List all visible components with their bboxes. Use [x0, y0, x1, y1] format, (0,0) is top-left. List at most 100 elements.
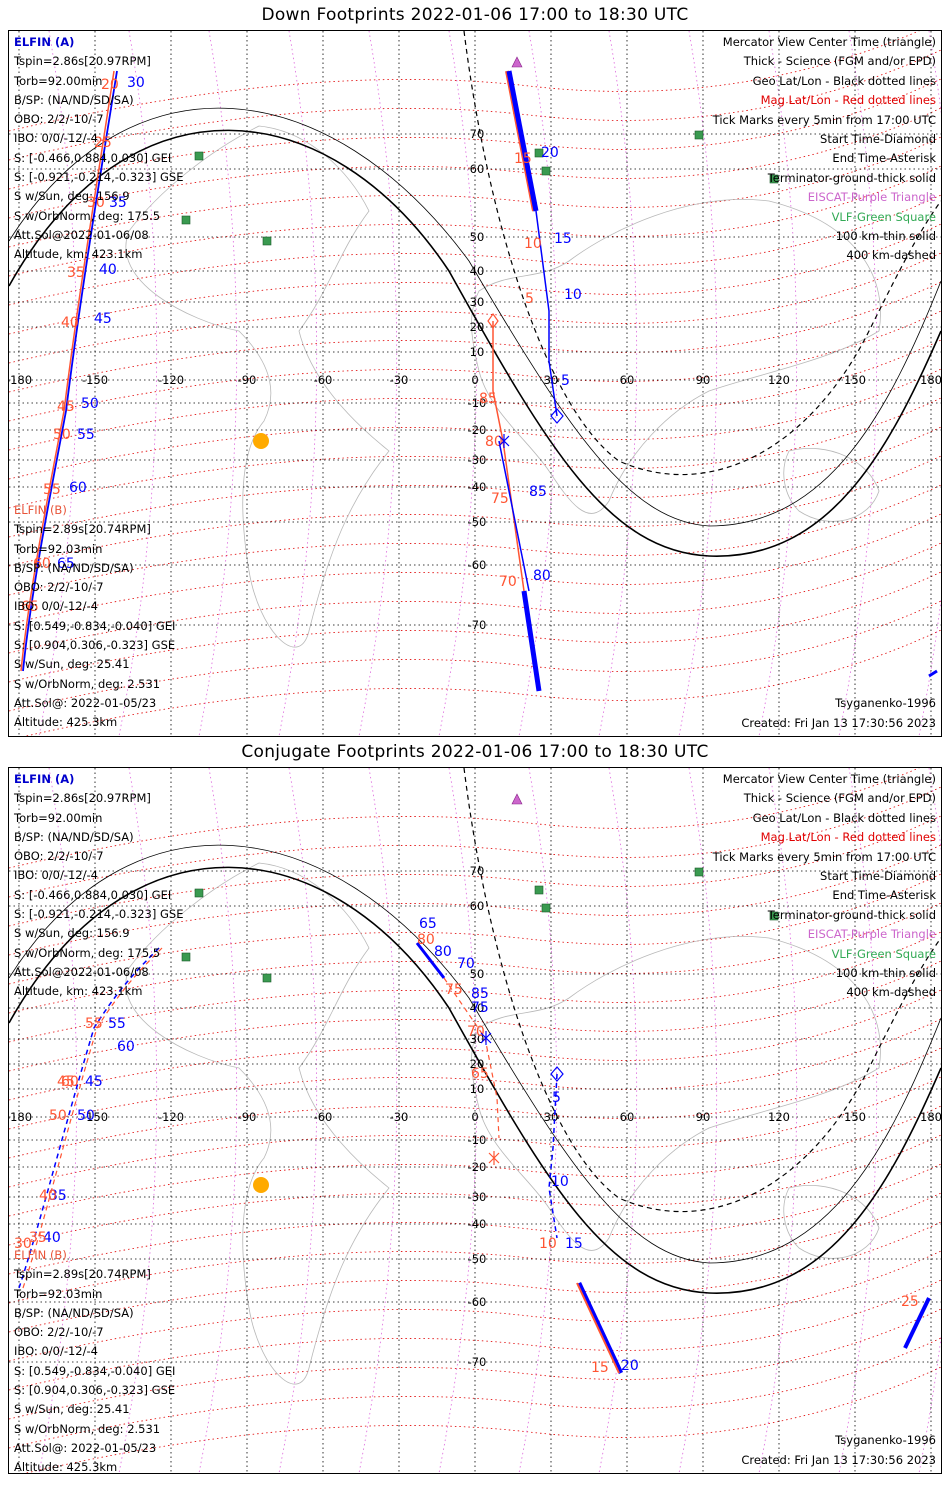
elfin-b-minute-label: 60 [61, 1074, 79, 1090]
info-line: S: [0.904,0.306,-0.323] GSE [14, 1383, 176, 1398]
info-line: Att.Sol@2022-01-06/08 [14, 964, 149, 979]
legend-entry: 400 km-dashed [846, 248, 936, 263]
lat-tick-label: -60 [468, 1295, 487, 1309]
legend-entry: Start Time-Diamond [820, 132, 936, 147]
elfin-a-track [548, 1073, 558, 1239]
info-line: S: [0.549,-0.834,-0.040] GEI [14, 618, 176, 633]
info-line: OBO: 2/2/-10/-7 [14, 580, 104, 595]
lat-tick-label: 50 [470, 967, 485, 981]
info-line: Tspin=2.86s[20.97RPM] [14, 54, 151, 69]
info-line: IBO: 0/0/-12/-4 [14, 1344, 98, 1359]
start-time-diamond-icon [487, 312, 499, 330]
start-time-diamond-icon [550, 408, 564, 424]
elfin-a-minute-label: 45 [94, 311, 112, 327]
info-line: S w/OrbNorm, deg: 175.5 [14, 945, 161, 960]
lat-tick-label: 20 [470, 1057, 485, 1071]
info-line: S w/Sun, deg: 156.9 [14, 926, 130, 941]
info-line: Altitude: 425.3km [14, 715, 118, 730]
elfin-b-minute-label: 65 [21, 599, 39, 615]
elfin-a-minute-label: 50 [81, 396, 99, 412]
info-line: S: [-0.921,-0.214,-0.323] GSE [14, 170, 184, 185]
elfin-b-minute-label: 15 [514, 151, 532, 167]
legend-entry: Mercator View Center Time (triangle) [722, 35, 936, 49]
eiscat-station-icon [511, 56, 523, 68]
info-line: S w/Sun, deg: 156.9 [14, 189, 130, 204]
info-line: IBO: 0/0/-12/-4 [14, 868, 98, 883]
end-time-asterisk-icon [488, 1151, 500, 1165]
info-line: Tspin=2.86s[20.97RPM] [14, 791, 151, 806]
info-line: B/SP: (NA/ND/SD/SA) [14, 1305, 134, 1320]
elfin-a-science-segment [415, 942, 446, 979]
conjugate-footprints-panel: Conjugate Footprints 2022-01-06 17:00 to… [0, 737, 950, 1487]
coastline [783, 448, 880, 522]
info-line: S w/OrbNorm, deg: 2.531 [14, 1421, 161, 1436]
elfin-b-minute-label: 40 [39, 1188, 57, 1204]
vlf-station-icon [262, 236, 272, 246]
terminator-100km-line [9, 844, 941, 1264]
legend-entry: Start Time-Diamond [820, 869, 936, 884]
lon-tick-label: -120 [158, 373, 184, 387]
panel-title: Conjugate Footprints 2022-01-06 17:00 to… [241, 742, 709, 762]
lat-tick-label: 60 [470, 899, 485, 913]
info-line: Att.Sol@: 2022-01-05/23 [14, 1440, 157, 1455]
model-label: Tsyganenko-1996 [835, 696, 936, 711]
elfin-b-minute-label: 30 [87, 195, 105, 211]
elfin-a-minute-label: 60 [117, 1039, 135, 1055]
elfin-a-minute-label: 75 [471, 1000, 489, 1016]
elfin-a-track [18, 947, 160, 1289]
terminator-line [9, 866, 941, 1294]
lon-tick-label: 0 [471, 1110, 478, 1124]
elfin-a-minute-label: 65 [57, 556, 75, 572]
end-time-asterisk-icon [498, 434, 510, 448]
elfin-a-info: ELFIN (A) Tspin=2.86s[20.97RPM] Torb=92.… [14, 33, 183, 265]
legend-entry: Tick Marks every 5min from 17:00 UTC [712, 112, 936, 127]
map-canvas: -180 -150 -120 -90 -60 -30 0 30 60 90 120 150 180 70 6… [9, 31, 941, 736]
mag-lon-line [198, 31, 238, 736]
elfin-a-minute-label: 70 [457, 956, 475, 972]
elfin-b-minute-label: 85 [479, 391, 497, 407]
lat-tick-label: 10 [470, 1082, 485, 1096]
elfin-a-info: ELFIN (A) Tspin=2.86s[20.97RPM] Torb=92.… [14, 770, 183, 1002]
elfin-a-science-segment [521, 590, 542, 692]
lat-tick-label: -10 [468, 1133, 487, 1147]
legend-entry: VLF-Green Square [831, 946, 936, 961]
terminator-100km-line [9, 107, 941, 527]
legend-entry: 100 km-thin solid [835, 966, 936, 981]
info-line: Altitude: 425.3km [14, 1460, 118, 1474]
lon-tick-label: 120 [768, 373, 790, 387]
elfin-b-info: ELFIN (B) Tspin=2.89s[20.74RPM] Torb=92.… [14, 1246, 176, 1474]
sun-icon [253, 1177, 269, 1193]
lon-tick-label: 60 [620, 373, 635, 387]
info-line: IBO: 0/0/-12/-4 [14, 599, 98, 614]
elfin-b-title: ELFIN (B) [14, 1248, 67, 1262]
end-time-asterisk-icon [480, 1031, 492, 1045]
lat-tick-label: 20 [470, 320, 485, 334]
lat-tick-label: -70 [468, 618, 487, 632]
elfin-b-minute-label: 20 [101, 77, 119, 93]
eiscat-station-icon [511, 793, 523, 805]
lat-tick-label: -50 [468, 515, 487, 529]
info-line: Torb=92.03min [14, 541, 103, 556]
info-line: S: [-0.466,0.884,0.030] GEI [14, 887, 172, 902]
vlf-station-icon [769, 911, 779, 921]
lon-tick-label: 90 [696, 373, 711, 387]
legend-entry: 400 km-dashed [846, 985, 936, 1000]
info-line: OBO: 2/2/-10/-7 [14, 1325, 104, 1340]
legend-entry: Terminator-ground-thick solid [767, 170, 936, 185]
elfin-b-minute-label: 70 [499, 574, 517, 590]
lat-tick-label: 70 [470, 127, 485, 141]
info-line: Torb=92.03min [14, 1286, 103, 1301]
lat-tick-label: -40 [468, 480, 487, 494]
info-line: S: [0.904,0.306,-0.323] GSE [14, 638, 176, 653]
lon-tick-label: 30 [544, 1110, 559, 1124]
elfin-b-track [443, 977, 500, 1139]
info-line: Tspin=2.89s[20.74RPM] [14, 1267, 151, 1282]
elfin-a-minute-label: 5 [552, 1090, 561, 1106]
lat-tick-label: -20 [468, 1160, 487, 1174]
info-line: S w/Sun, deg: 25.41 [14, 1402, 130, 1417]
elfin-b-minute-label: 40 [61, 315, 79, 331]
lon-tick-label: 30 [544, 373, 559, 387]
model-label: Tsyganenko-1996 [835, 1433, 936, 1448]
elfin-b-minute-label: 35 [67, 265, 85, 281]
lat-tick-label: 50 [470, 230, 485, 244]
